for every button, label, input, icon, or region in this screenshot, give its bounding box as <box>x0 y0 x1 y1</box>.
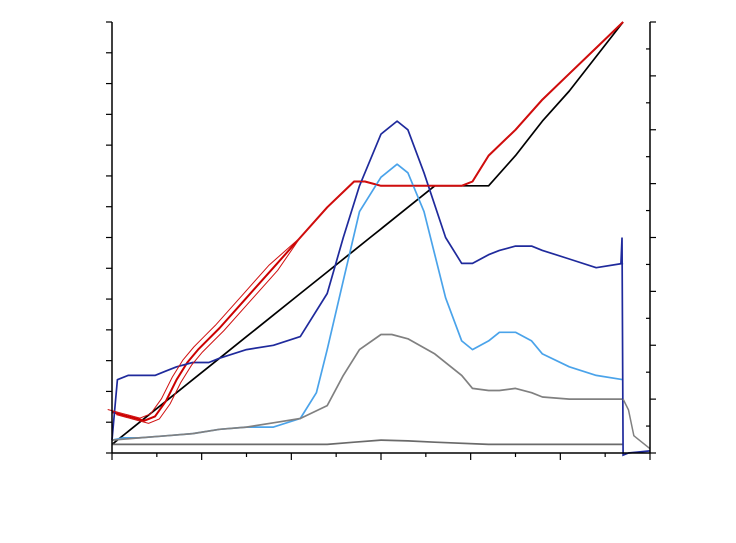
series-line-2-strand-1 <box>107 21 624 419</box>
series-line-2-strand-2 <box>116 21 624 424</box>
series-layer <box>107 21 651 457</box>
series-line-2 <box>111 21 624 422</box>
series-line-3 <box>111 120 624 441</box>
series-line-6 <box>112 439 624 446</box>
series-line-3-tail <box>620 237 651 457</box>
series-line-4 <box>111 163 624 441</box>
series-line-5-tail <box>622 398 651 450</box>
axes-layer <box>106 21 656 460</box>
series-line-5 <box>111 333 624 441</box>
series-line-1 <box>111 21 624 446</box>
